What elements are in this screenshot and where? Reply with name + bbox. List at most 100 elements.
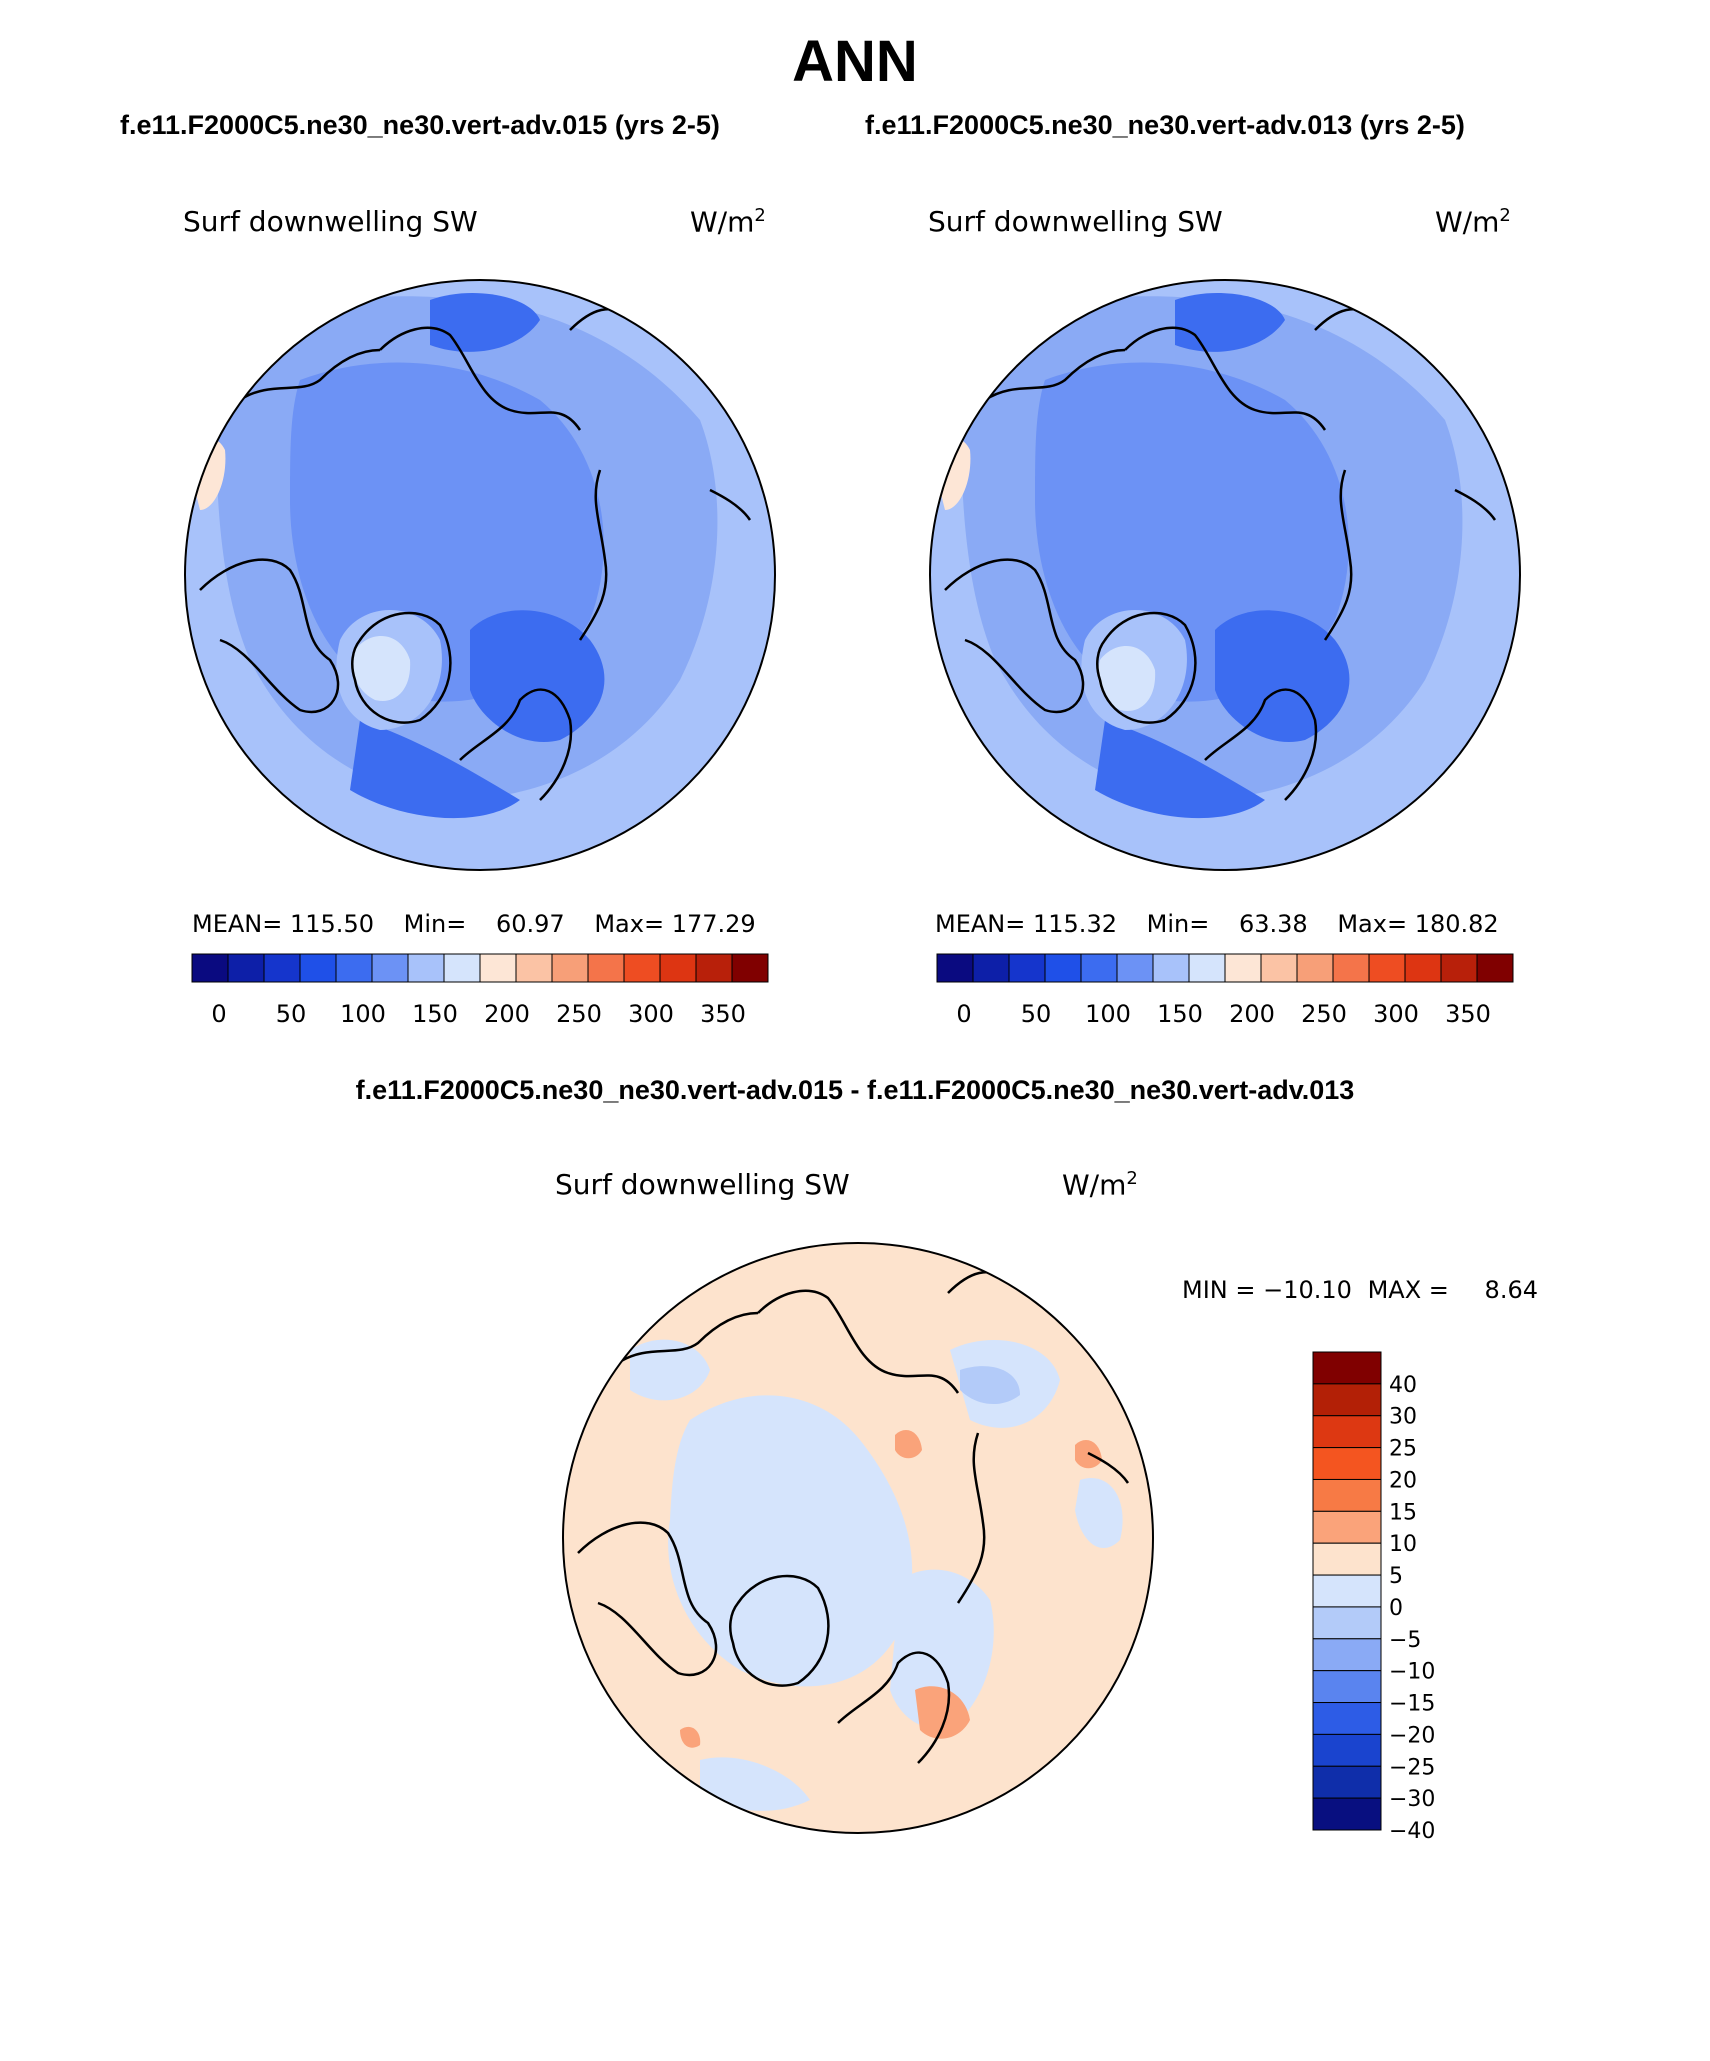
colorbar-tick-label: 0 — [211, 1000, 226, 1028]
colorbar-tick-label: 200 — [484, 1000, 530, 1028]
colorbar-swatch — [1404, 953, 1442, 983]
mean-value: 115.32 — [1033, 910, 1117, 938]
colorbar-diff: 40 30 25 20 15 10 5 0 −5 −10 −15 −20 −25 −30 −40 — [1312, 1351, 1435, 1844]
colorbar-swatch — [1224, 953, 1262, 983]
variable-label-right: Surf downwelling SW — [928, 205, 1223, 238]
colorbar-swatch — [1312, 1351, 1382, 1385]
colorbar-tick-label: 20 — [1389, 1468, 1417, 1493]
colorbar-swatch — [731, 953, 769, 983]
colorbar-tick-label: 250 — [556, 1000, 602, 1028]
page-title: ANN — [792, 29, 918, 94]
colorbar-swatch — [1008, 953, 1046, 983]
colorbar-swatch — [1312, 1702, 1382, 1735]
colorbar-tick-label: 50 — [1021, 1000, 1052, 1028]
colorbar-swatch — [191, 953, 229, 983]
mean-label: MEAN= — [935, 910, 1026, 938]
units-label-right: W/m2 — [1435, 205, 1511, 239]
colorbar-swatch — [1368, 953, 1406, 983]
colorbar-left: 0 50 100 150 200 250 300 350 — [191, 953, 769, 1028]
colorbar-swatch — [1312, 1510, 1382, 1544]
variable-label-diff: Surf downwelling SW — [555, 1168, 850, 1201]
polar-map-right — [929, 279, 1521, 871]
mean-value: 115.50 — [290, 910, 374, 938]
colorbar-tick-label: −10 — [1389, 1660, 1435, 1685]
colorbar-swatch — [335, 953, 373, 983]
colorbar-swatch — [1188, 953, 1226, 983]
colorbar-swatch — [1080, 953, 1118, 983]
colorbar-swatch — [371, 953, 409, 983]
colorbar-tick-label: 0 — [956, 1000, 971, 1028]
colorbar-tick-label: 250 — [1301, 1000, 1347, 1028]
colorbar-swatch — [1312, 1733, 1382, 1767]
colorbar-tick-label: 0 — [1389, 1596, 1403, 1621]
colorbar-swatch — [1332, 953, 1370, 983]
colorbar-swatch — [1312, 1542, 1382, 1576]
colorbar-swatch — [695, 953, 733, 983]
min-label: Min= — [403, 910, 467, 938]
colorbar-swatch — [936, 953, 974, 983]
colorbar-swatch — [1312, 1383, 1382, 1417]
colorbar-tick-label: −25 — [1389, 1755, 1435, 1780]
units-label-left: W/m2 — [690, 205, 766, 239]
colorbar-tick-label: 30 — [1389, 1405, 1417, 1430]
colorbar-swatch — [1116, 953, 1154, 983]
colorbar-tick-label: 350 — [700, 1000, 746, 1028]
colorbar-tick-label: 100 — [340, 1000, 386, 1028]
colorbar-tick-label: 15 — [1389, 1500, 1417, 1525]
min-label: MIN = — [1182, 1276, 1256, 1304]
colorbar-tick-label: −15 — [1389, 1692, 1435, 1717]
colorbar-swatch — [1312, 1415, 1382, 1449]
variable-label-left: Surf downwelling SW — [183, 205, 478, 238]
colorbar-tick-label: 300 — [1373, 1000, 1419, 1028]
units-label-diff: W/m2 — [1062, 1168, 1138, 1202]
colorbar-swatch — [1312, 1447, 1382, 1480]
colorbar-tick-label: 300 — [628, 1000, 674, 1028]
colorbar-swatch — [1312, 1797, 1382, 1831]
max-value: 177.29 — [671, 910, 756, 938]
colorbar-tick-label: −30 — [1389, 1787, 1435, 1812]
mean-label: MEAN= — [192, 910, 283, 938]
colorbar-tick-label: 10 — [1389, 1532, 1417, 1557]
case-title-right: f.e11.F2000C5.ne30_ne30.vert-adv.013 (yr… — [865, 110, 1465, 140]
colorbar-right: 0 50 100 150 200 250 300 350 — [936, 953, 1514, 1028]
colorbar-swatch — [1152, 953, 1190, 983]
colorbar-tick-label: −5 — [1389, 1628, 1421, 1653]
max-value: 8.64 — [1484, 1276, 1538, 1304]
colorbar-swatch — [1044, 953, 1082, 983]
colorbar-tick-label: 100 — [1085, 1000, 1131, 1028]
max-label: Max= — [1337, 910, 1408, 938]
colorbar-swatch — [1312, 1670, 1382, 1704]
colorbar-swatch — [1440, 953, 1478, 983]
case-title-left: f.e11.F2000C5.ne30_ne30.vert-adv.015 (yr… — [120, 110, 720, 140]
colorbar-swatch — [1476, 953, 1514, 983]
colorbar-swatch — [1296, 953, 1334, 983]
colorbar-swatch — [551, 953, 589, 983]
stats-left: MEAN= 115.50 Min= 60.97 Max= 177.29 — [192, 910, 756, 938]
min-value: 63.38 — [1238, 910, 1308, 938]
stats-diff: MIN = −10.10 MAX = 8.64 — [1182, 1276, 1538, 1304]
colorbar-tick-label: 350 — [1445, 1000, 1491, 1028]
colorbar-swatch — [972, 953, 1010, 983]
colorbar-swatch — [1312, 1606, 1382, 1640]
min-value: 60.97 — [495, 910, 565, 938]
polar-map-diff — [562, 1242, 1154, 1834]
colorbar-swatch — [1312, 1638, 1382, 1672]
colorbar-tick-label: 150 — [412, 1000, 458, 1028]
colorbar-tick-label: 50 — [276, 1000, 307, 1028]
colorbar-swatch — [1312, 1765, 1382, 1799]
colorbar-swatch — [623, 953, 661, 983]
colorbar-swatch — [1312, 1478, 1382, 1512]
colorbar-swatch — [443, 953, 481, 983]
stats-right: MEAN= 115.32 Min= 63.38 Max= 180.82 — [935, 910, 1499, 938]
colorbar-swatch — [227, 953, 265, 983]
colorbar-swatch — [407, 953, 445, 983]
colorbar-swatch — [1260, 953, 1298, 983]
colorbar-swatch — [515, 953, 553, 983]
colorbar-swatch — [299, 953, 337, 983]
max-value: 180.82 — [1414, 910, 1499, 938]
max-label: MAX = — [1367, 1276, 1449, 1304]
colorbar-tick-label: 200 — [1229, 1000, 1275, 1028]
colorbar-swatch — [587, 953, 625, 983]
colorbar-tick-label: 5 — [1389, 1564, 1403, 1589]
